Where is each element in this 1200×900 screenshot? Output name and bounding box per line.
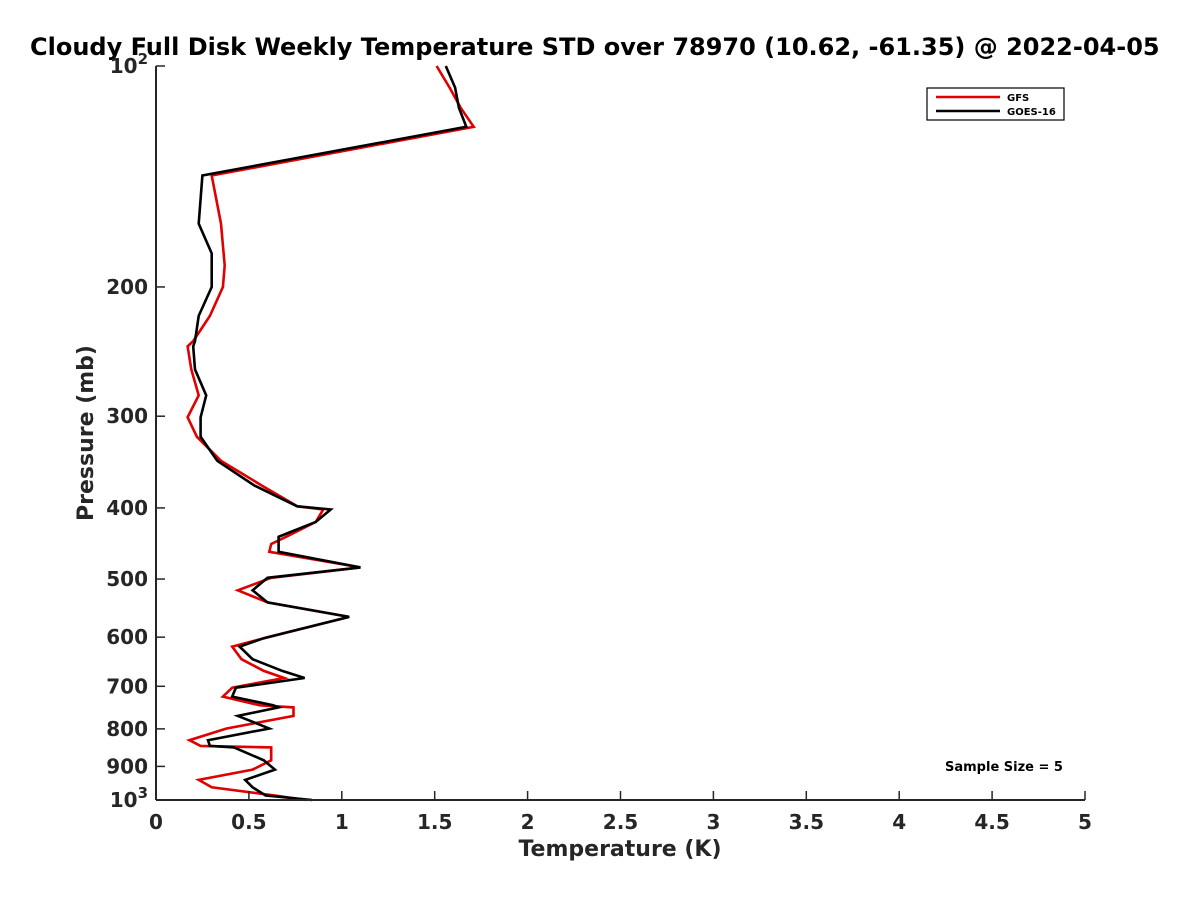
x-tick-label: 2.5 — [603, 810, 638, 834]
x-tick-label: 4.5 — [974, 810, 1009, 834]
legend: GFS GOES-16 — [926, 87, 1065, 121]
y-tick-label: 102 — [110, 50, 148, 78]
x-tick-label: 1 — [335, 810, 349, 834]
series-line-goes16 — [191, 65, 469, 802]
y-tick-label: 300 — [106, 404, 148, 428]
x-tick-label: 3 — [706, 810, 720, 834]
y-tick-label: 500 — [106, 567, 148, 591]
plot-area — [156, 66, 1085, 800]
y-tick-label: 800 — [106, 717, 148, 741]
x-tick-label: 3.5 — [789, 810, 824, 834]
x-axis-label: Temperature (K) — [518, 837, 721, 862]
x-tick-label: 1.5 — [417, 810, 452, 834]
x-tick-label: 0 — [149, 810, 163, 834]
x-tick-label: 2 — [521, 810, 535, 834]
chart-title: Cloudy Full Disk Weekly Temperature STD … — [30, 33, 1160, 61]
legend-box — [926, 87, 1065, 121]
y-tick-label: 103 — [110, 784, 148, 812]
x-tick-label: 4 — [892, 810, 906, 834]
x-ticks: 0 0.5 1 1.5 2 2.5 3 3.5 4 4.5 5 — [149, 791, 1092, 834]
series-layer — [185, 65, 476, 802]
y-tick-label: 900 — [106, 754, 148, 778]
y-ticks: 102 200 300 400 500 600 700 800 900 103 — [106, 50, 165, 812]
legend-label-gfs: GFS — [1007, 93, 1029, 104]
legend-label-goes16: GOES-16 — [1007, 107, 1056, 118]
sample-size-annotation: Sample Size = 5 — [945, 760, 1063, 775]
y-tick-label: 700 — [106, 674, 148, 698]
y-axis-label: Pressure (mb) — [74, 345, 99, 521]
x-tick-label: 5 — [1078, 810, 1092, 834]
y-tick-label: 600 — [106, 625, 148, 649]
x-tick-label: 0.5 — [231, 810, 266, 834]
y-tick-label: 400 — [106, 496, 148, 520]
y-tick-label: 200 — [106, 275, 148, 299]
